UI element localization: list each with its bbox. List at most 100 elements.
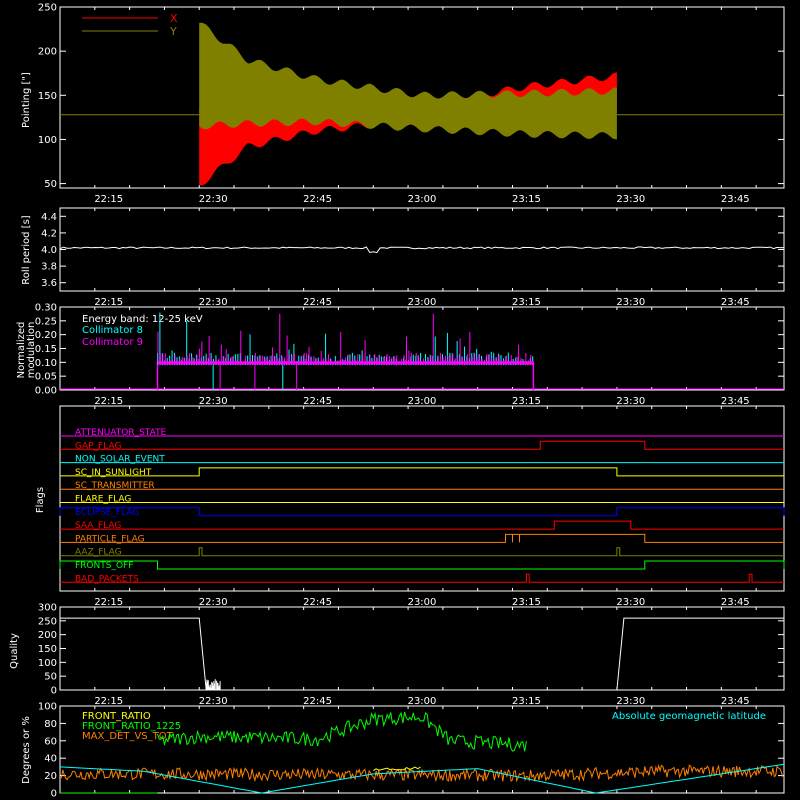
roll-period-line bbox=[59, 246, 785, 254]
y-tick-label-5: 60 bbox=[44, 736, 57, 747]
x-tick-label: 22:15 bbox=[94, 597, 123, 608]
x-tick-label: 23:15 bbox=[512, 597, 541, 608]
max-det-line bbox=[59, 764, 784, 783]
y-tick-label-1: 3.6 bbox=[41, 278, 57, 289]
flag-label: PARTICLE_FLAG bbox=[75, 534, 145, 544]
x-tick-label: 22:30 bbox=[199, 597, 228, 608]
pointing-legend-y: Y bbox=[169, 25, 177, 38]
x-tick-label: 23:00 bbox=[408, 396, 437, 407]
deg-legend-max-det: MAX_DET_VS_TOT bbox=[82, 731, 174, 742]
x-tick-label: 22:45 bbox=[303, 696, 332, 707]
x-tick-label: 23:30 bbox=[616, 297, 645, 308]
x-tick-label: 23:15 bbox=[512, 297, 541, 308]
flag-trace bbox=[60, 533, 784, 543]
pointing-legend-x: X bbox=[170, 12, 178, 25]
flag-label: ATTENUATOR_STATE bbox=[75, 428, 167, 438]
flag-label: FRONTS_OFF bbox=[75, 561, 133, 571]
y-tick-label-2: 0.05 bbox=[35, 372, 57, 383]
x-tick-label: 23:45 bbox=[721, 597, 750, 608]
y-tick-label-4: 200 bbox=[38, 630, 57, 641]
deg-legend-front-ratio: FRONT_RATIO bbox=[82, 711, 151, 722]
deg-legend-geomag: Absolute geomagnetic latitude bbox=[612, 711, 766, 722]
x-tick-label: 23:30 bbox=[616, 194, 645, 205]
degrees-panel: FRONT_RATIO FRONT_RATIO_1225 MAX_DET_VS_… bbox=[21, 702, 785, 800]
geomag-latitude-line bbox=[59, 763, 785, 794]
y-tick-label-0: 250 bbox=[38, 3, 57, 14]
x-tick-label: 22:15 bbox=[94, 194, 123, 205]
flag-label: SAA_FLAG bbox=[75, 521, 121, 531]
y-tick-label-0: 50 bbox=[44, 179, 57, 190]
plot-frame-1 bbox=[59, 207, 785, 292]
y-tick-label-5: 100 bbox=[38, 702, 57, 713]
y-tick-label-4: 0 bbox=[51, 686, 57, 697]
plot-frame-3 bbox=[59, 405, 785, 592]
x-tick-label: 23:45 bbox=[721, 696, 750, 707]
x-tick-label: 23:45 bbox=[721, 297, 750, 308]
roll-ylabel: Roll period [s] bbox=[21, 215, 32, 284]
y-tick-label-2: 0.15 bbox=[35, 344, 57, 355]
flag-trace bbox=[60, 440, 784, 450]
x-tick-label: 22:30 bbox=[199, 297, 228, 308]
flag-label: SC_IN_SUNLIGHT bbox=[75, 468, 152, 478]
roll-period-panel: Roll period [s] 22:15 22:30 22:45 23:00 23:1… bbox=[21, 207, 785, 308]
flag-trace bbox=[59, 560, 785, 570]
pointing-series-y bbox=[199, 22, 617, 140]
x-tick-label: 22:15 bbox=[94, 297, 123, 308]
modulation-panel: Energy band: 12-25 keV Collimator 8 Coll… bbox=[16, 303, 785, 407]
front-ratio-line bbox=[373, 766, 421, 772]
flag-label: BAD_PACKETS bbox=[75, 574, 139, 584]
x-tick-label: 23:15 bbox=[512, 396, 541, 407]
flag-label: AAZ_FLAG bbox=[75, 548, 122, 558]
y-tick-label-5: 40 bbox=[44, 754, 57, 765]
quality-line bbox=[60, 617, 784, 691]
y-tick-label-0: 100 bbox=[38, 135, 57, 146]
pointing-ylabel: Pointing ["] bbox=[21, 72, 32, 128]
quality-panel: Quality 22:15 22:30 22:45 23:00 23:15 23:30 23… bbox=[9, 603, 785, 707]
flag-trace bbox=[59, 507, 785, 517]
y-tick-label-4: 50 bbox=[44, 672, 57, 683]
y-tick-label-2: 0.10 bbox=[35, 358, 57, 369]
flag-label: FLARE_FLAG bbox=[75, 495, 131, 505]
x-tick-label: 22:30 bbox=[199, 194, 228, 205]
flag-label: ECLIPSE_FLAG bbox=[75, 508, 139, 518]
x-tick-label: 23:30 bbox=[616, 396, 645, 407]
flag-label: SC_TRANSMITTER bbox=[75, 481, 155, 491]
x-tick-label: 22:15 bbox=[94, 696, 123, 707]
y-tick-label-1: 3.8 bbox=[41, 262, 57, 273]
x-tick-label: 23:45 bbox=[721, 396, 750, 407]
y-tick-label-5: 0 bbox=[51, 789, 57, 800]
mod-base-band bbox=[157, 361, 534, 365]
deg-legend-front-ratio-1225: FRONT_RATIO_1225 bbox=[82, 721, 181, 732]
y-tick-label-5: 20 bbox=[44, 771, 57, 782]
quality-ylabel: Quality bbox=[9, 633, 20, 669]
x-tick-label: 22:45 bbox=[303, 297, 332, 308]
y-tick-label-4: 300 bbox=[38, 603, 57, 614]
y-tick-label-5: 80 bbox=[44, 719, 57, 730]
flags-panel: Flags 22:15 22:30 22:45 23:00 23:15 23:30 23:4… bbox=[35, 405, 785, 608]
plot-frame-0 bbox=[59, 6, 785, 189]
pointing-panel: X Y Pointing ["] 22:15 22:30 22:45 23:00 23:… bbox=[21, 3, 785, 205]
plot-frame-4 bbox=[59, 606, 785, 691]
flag-trace bbox=[60, 467, 784, 477]
mod-legend-c9: Collimator 9 bbox=[82, 337, 143, 348]
mod-ylabel: Normalized bbox=[16, 322, 27, 379]
y-tick-label-1: 4.4 bbox=[41, 212, 57, 223]
x-tick-label: 23:45 bbox=[721, 194, 750, 205]
x-tick-label: 23:30 bbox=[616, 597, 645, 608]
y-tick-label-1: 4.0 bbox=[41, 245, 57, 256]
y-tick-label-2: 0.25 bbox=[35, 316, 57, 327]
flag-trace bbox=[60, 520, 784, 530]
x-tick-label: 23:15 bbox=[512, 696, 541, 707]
flag-trace bbox=[60, 547, 784, 557]
y-tick-label-0: 150 bbox=[38, 91, 57, 102]
x-tick-label: 22:15 bbox=[94, 396, 123, 407]
x-tick-label: 23:15 bbox=[512, 194, 541, 205]
y-tick-label-0: 200 bbox=[38, 47, 57, 58]
flags-ylabel: Flags bbox=[35, 487, 46, 513]
y-tick-label-2: 0.20 bbox=[35, 330, 57, 341]
flag-trace bbox=[60, 573, 784, 583]
y-tick-label-2: 0.00 bbox=[35, 386, 57, 397]
flag-label: GAP_FLAG bbox=[75, 441, 121, 451]
x-tick-label: 22:45 bbox=[303, 194, 332, 205]
y-tick-label-2: 0.30 bbox=[35, 303, 57, 314]
